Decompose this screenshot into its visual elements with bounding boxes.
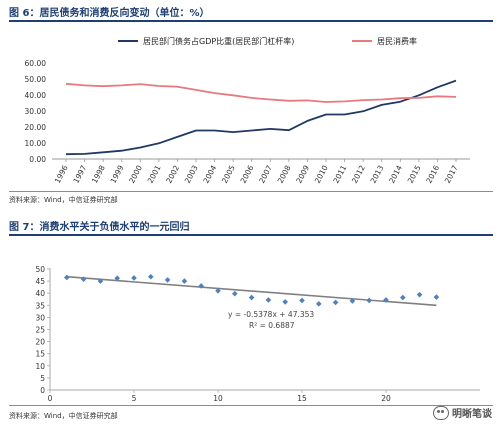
chart1-x-tick-label: 1997 [71, 164, 88, 185]
figure1-source: 资料来源：Wind，中信证券研究部 [9, 196, 118, 204]
chart1-x-tick-label: 1999 [109, 164, 126, 185]
chart1-x-tick-label: 2007 [257, 164, 274, 185]
figure2-title-rule [9, 234, 493, 236]
chart2-y-tick-label: 30 [35, 313, 45, 322]
chart1-y-tick-label: 40.00 [25, 91, 47, 100]
chart2-data-point [164, 277, 171, 283]
chart1-series-line-1 [65, 82, 457, 103]
watermark-text: 明晰笔谈 [452, 409, 492, 420]
chart1-x-tick-label: 2005 [220, 164, 237, 185]
chart1-x-tick-label: 2006 [239, 164, 256, 185]
figure2-title: 图 7：消费水平关于负债水平的一元回归 [9, 222, 190, 233]
chart1-y-tick-label: 10.00 [25, 139, 47, 148]
figure1-title: 图 6：居民债务和消费反向变动（单位：%） [9, 8, 210, 19]
chart2-y-tick-label: 50 [35, 265, 45, 274]
chart1-series [65, 79, 457, 156]
chart2-data-point [80, 276, 87, 282]
chart2-data-point [265, 297, 272, 303]
chart2-data-point [131, 275, 137, 281]
chart2-data-point [332, 299, 339, 306]
chart1-x-tick-label: 2014 [387, 164, 404, 185]
chart2-data-point [416, 291, 423, 298]
figure1-bottom-rule [9, 191, 493, 192]
chart2-data-point [232, 290, 238, 297]
chart2-data-point [248, 294, 255, 301]
chart1-series-line-0 [65, 79, 457, 156]
chart2-y-tick-label: 10 [35, 362, 45, 371]
chart1-legend-label: 居民消费率 [377, 36, 417, 46]
chart1-x-tick-label: 2008 [276, 164, 293, 185]
chart2-data-point [349, 298, 356, 304]
chart2-data-point [114, 275, 120, 281]
chart1-x-tick-label: 2002 [164, 164, 181, 185]
chart2-data-point [299, 297, 305, 304]
chart1-legend: 居民部门债务占GDP比重(居民部门杠杆率) 居民消费率 [118, 36, 417, 46]
chart1-x-tick-label: 2016 [424, 164, 441, 185]
chart2-trendline [66, 275, 437, 307]
chart2-trendline-line [66, 275, 437, 307]
chart2-equation: y = -0.5378x + 47.353 R² = 0.6887 [228, 310, 314, 330]
wechat-icon [433, 405, 449, 420]
chart2-y-tick-label: 35 [35, 301, 45, 310]
chart2-data-point [198, 283, 204, 289]
chart1-legend-label: 居民部门债务占GDP比重(居民部门杠杆率) [143, 36, 294, 46]
chart2-y-tick-label: 20 [35, 338, 45, 347]
chart2-data-point [366, 297, 372, 304]
chart2-x-tick-label: 0 [48, 394, 53, 403]
chart2-points [64, 273, 440, 307]
chart1-x-tick-label: 1996 [53, 164, 70, 185]
chart1-y-tick-label: 50.00 [25, 75, 47, 84]
figure1-title-rule [9, 20, 493, 22]
chart1-x-tick-label: 2012 [350, 164, 367, 185]
chart2-x-tick-label: 15 [297, 394, 307, 403]
chart2-y-tick-label: 25 [35, 326, 45, 335]
chart2-data-point [282, 299, 288, 305]
chart1-x-tick-label: 2011 [331, 164, 348, 185]
chart1-x-tick-label: 2015 [406, 164, 423, 185]
chart1-x-tick-label: 2000 [127, 164, 144, 185]
chart2-y-tick-label: 5 [40, 374, 45, 383]
chart2-x-tick-label: 20 [381, 394, 391, 403]
chart2-y-tick-label: 15 [35, 350, 45, 359]
chart1-x-tick-label: 2009 [294, 164, 311, 185]
chart2-data-point [400, 294, 406, 301]
chart1-y-tick-label: 20.00 [25, 123, 47, 132]
chart2-x-tick-label: 5 [132, 394, 137, 403]
chart1-y-tick-label: 0.00 [29, 155, 46, 164]
chart1-x-tick-label: 2003 [183, 164, 200, 185]
chart2-data-point [181, 278, 188, 284]
chart2-data-point [383, 297, 389, 303]
chart1-x-tick-label: 2001 [146, 164, 163, 185]
chart2-data-point [148, 273, 154, 280]
chart2-data-point [316, 301, 322, 307]
chart1-x-tick-label: 2004 [201, 164, 218, 185]
chart2-y-tick-label: 0 [40, 386, 45, 395]
chart2-y-tick-label: 40 [35, 289, 45, 298]
chart2-x-tick-label: 10 [213, 394, 223, 403]
chart1-x-tick-label: 2013 [369, 164, 386, 185]
chart1-y-tick-label: 30.00 [25, 107, 47, 116]
chart1-x-tick-label: 1998 [90, 164, 107, 185]
chart2-axes: 0 5 10 15 20 25 30 35 40 45 50 0 5 10 15 20 [35, 265, 480, 403]
figure2-bottom-rule [9, 405, 493, 406]
chart1-x-tick-label: 2017 [443, 164, 460, 185]
chart2-y-tick-label: 45 [35, 277, 45, 286]
chart1-x-tick-label: 2010 [313, 164, 330, 185]
chart2-r2-text: R² = 0.6887 [249, 321, 295, 330]
chart2-data-point [215, 287, 221, 294]
chart2-data-point [64, 274, 70, 281]
chart1-y-tick-label: 60.00 [25, 59, 47, 68]
chart2-equation-text: y = -0.5378x + 47.353 [228, 310, 314, 319]
chart2-data-point [433, 294, 440, 300]
figure2-source: 资料来源：Wind，中信证券研究部 [9, 412, 118, 420]
chart2-data-point [97, 278, 104, 284]
watermark: 明晰笔谈 [433, 405, 492, 420]
